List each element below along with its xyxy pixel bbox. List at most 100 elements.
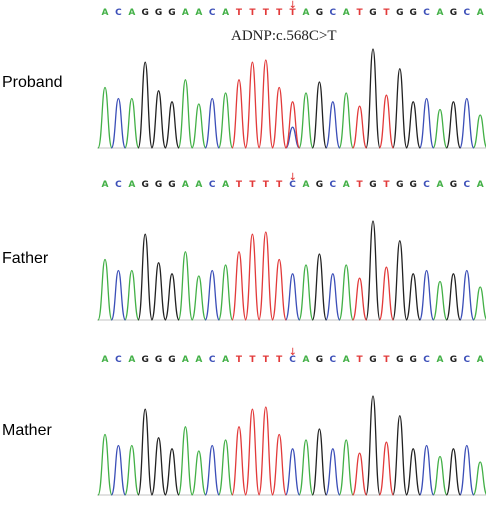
mother-base-12: T [262,355,269,365]
mother-base-19: T [356,355,363,365]
proband-base-22: G [396,8,404,18]
mother-base-28: A [476,355,484,365]
father-base-16: G [315,180,324,190]
father-panel: Father A C A G G G A A C A T T T T C ↓ A G C A T G T G G C A G C A [0,172,486,350]
proband-base-26: G [449,8,458,18]
father-base-13: T [276,180,283,190]
proband-base-14: T [289,8,296,18]
mother-base-2: A [128,355,136,365]
mother-panel: Mather A C A G G G A A C A T T T T C ↓ A G C A T G T G G C A G C A [0,347,486,525]
father-base-26: G [449,180,458,190]
father-base-12: T [262,180,269,190]
father-base-25: A [436,180,444,190]
mother-chromatogram [97,395,486,496]
mother-base-14: C [289,355,296,365]
mother-base-5: G [168,355,176,365]
mother-base-17: C [329,355,337,365]
proband-base-7: A [195,8,203,18]
proband-base-8: C [208,8,216,18]
father-chromatogram [97,220,486,321]
father-base-23: G [409,180,417,190]
proband-trace-G [137,48,462,149]
father-base-19: T [356,180,363,190]
mother-base-9: A [222,355,230,365]
father-base-20: G [369,180,377,190]
proband-base-17: C [329,8,337,18]
mother-base-27: C [463,355,471,365]
father-base-27: C [463,180,471,190]
father-label: Father [2,250,49,267]
proband-trace-T [231,59,395,149]
mother-base-26: G [449,355,458,365]
proband-base-24: C [423,8,430,18]
father-base-4: G [154,180,163,190]
proband-chromatogram [97,48,486,149]
father-base-6: A [181,180,189,190]
proband-base-6: A [181,8,189,18]
mother-base-1: C [115,355,122,365]
mother-base-21: T [383,355,390,365]
father-trace-G [137,220,462,321]
proband-base-19: T [356,8,363,18]
father-base-14: C [289,180,296,190]
proband-base-11: T [249,8,256,18]
proband-base-5: G [168,8,176,18]
mother-base-7: A [195,355,203,365]
father-base-2: A [128,180,136,190]
proband-panel: Proband A C A G G G A A C A T T T T T ↓ A G C A T G T G G C A G C A A… [0,0,486,178]
proband-label: Proband [2,74,63,91]
mother-label: Mather [2,422,52,439]
proband-base-20: G [369,8,377,18]
mutation-label: ADNP:c.568C>T [231,28,337,44]
proband-base-9: A [222,8,230,18]
father-base-17: C [329,180,337,190]
father-base-9: A [222,180,230,190]
proband-base-27: C [463,8,471,18]
mother-base-4: G [154,355,163,365]
mother-variant-arrow: ↓ [288,347,297,358]
mother-base-18: A [342,355,350,365]
proband-base-1: C [115,8,122,18]
mother-base-23: G [409,355,417,365]
mother-base-24: C [423,355,430,365]
father-base-21: T [383,180,390,190]
mother-base-10: T [235,355,243,365]
father-base-8: C [208,180,216,190]
mother-base-13: T [276,355,283,365]
father-base-15: A [302,180,310,190]
father-base-3: G [141,180,149,190]
proband-base-18: A [342,8,350,18]
mother-base-16: G [315,355,324,365]
proband-base-23: G [409,8,417,18]
mother-trace-C [110,444,475,496]
proband-base-15: A [302,8,310,18]
father-base-1: C [115,180,122,190]
father-base-0: A [101,180,109,190]
mother-trace-A [97,426,486,496]
proband-base-0: A [101,8,109,18]
mother-base-20: G [369,355,377,365]
father-trace-C [110,269,475,321]
mother-trace-T [231,406,395,496]
father-base-5: G [168,180,176,190]
father-trace-T [231,231,395,321]
father-base-7: A [195,180,203,190]
mother-trace-G [137,395,462,496]
proband-trace-C [110,97,475,149]
proband-base-13: T [276,8,283,18]
father-base-22: G [396,180,404,190]
proband-base-10: T [235,8,243,18]
father-base-28: A [476,180,484,190]
proband-base-16: G [315,8,324,18]
proband-base-21: T [383,8,390,18]
father-base-11: T [249,180,256,190]
proband-base-3: G [141,8,149,18]
proband-base-12: T [262,8,269,18]
proband-sequence: A C A G G G A A C A T T T T T ↓ A G C A T G T G G C A G C A [97,0,486,24]
mother-base-3: G [141,355,149,365]
father-base-10: T [235,180,243,190]
proband-base-28: A [476,8,484,18]
proband-base-4: G [154,8,163,18]
mother-base-22: G [396,355,404,365]
mother-sequence: A C A G G G A A C A T T T T C ↓ A G C A T G T G G C A G C A [97,347,486,371]
